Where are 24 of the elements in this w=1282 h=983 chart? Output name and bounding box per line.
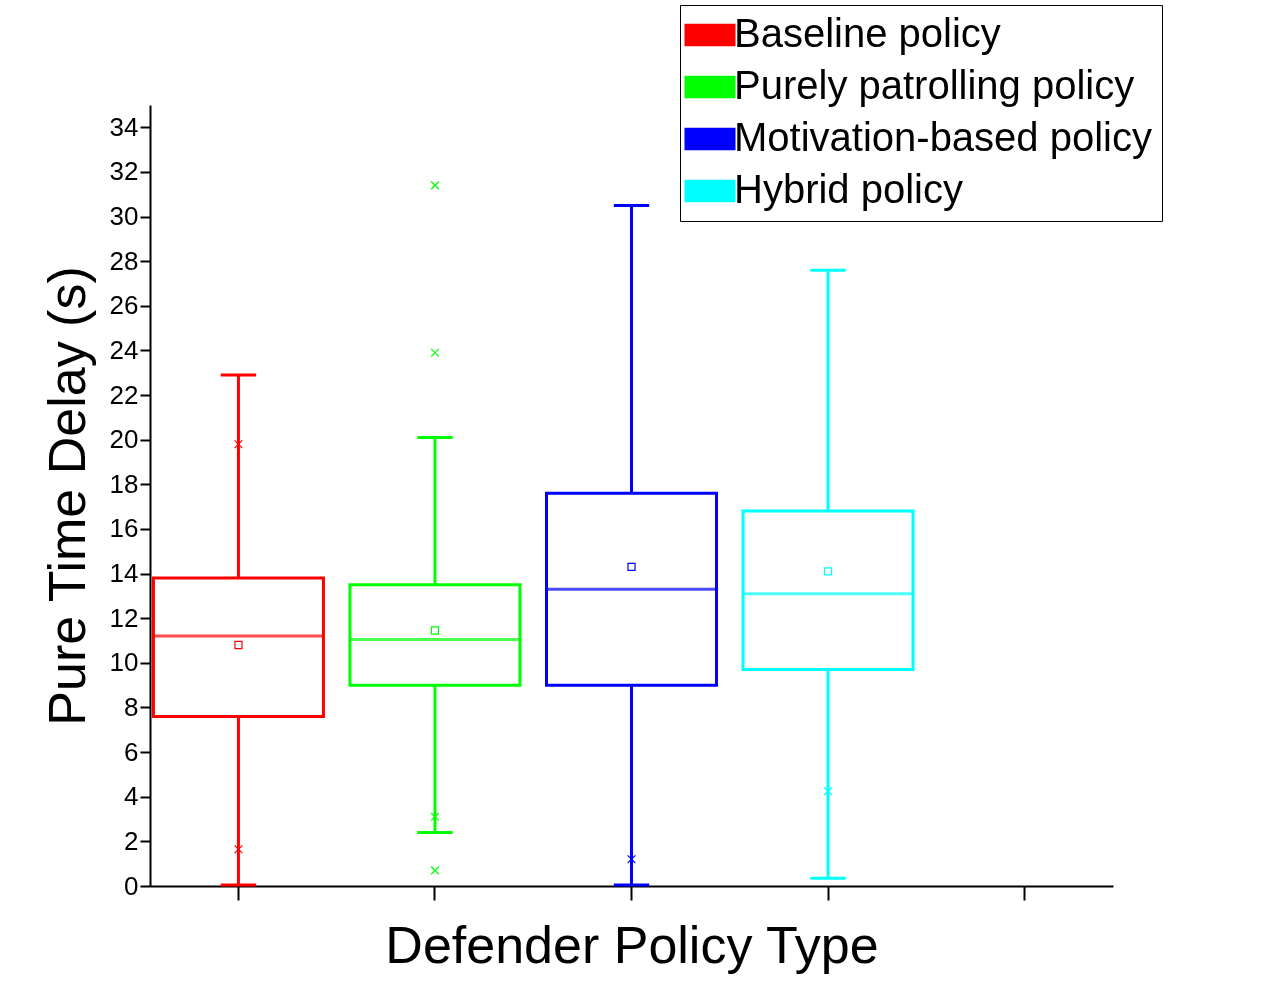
y-tick-label: 10 xyxy=(109,647,139,678)
y-tick-label: 18 xyxy=(109,468,139,499)
y-axis-title: Pure Time Delay (s) xyxy=(37,266,96,726)
y-tick-label: 8 xyxy=(124,691,139,722)
legend-label: Hybrid policy xyxy=(734,167,963,211)
y-tick-label: 16 xyxy=(109,513,139,544)
y-tick-label: 30 xyxy=(109,201,139,232)
x-axis-title: Defender Policy Type xyxy=(385,915,879,974)
y-tick-label: 24 xyxy=(109,334,139,365)
legend-label: Purely patrolling policy xyxy=(734,63,1135,107)
y-tick-label: 6 xyxy=(124,736,139,767)
y-tick-label: 4 xyxy=(124,781,139,812)
y-tick-label: 20 xyxy=(109,424,139,455)
y-tick-label: 32 xyxy=(109,156,139,187)
y-tick-label: 28 xyxy=(109,245,139,276)
y-tick-label: 34 xyxy=(109,111,139,142)
y-tick-label: 0 xyxy=(124,870,139,901)
y-tick-label: 2 xyxy=(124,825,139,856)
y-tick-label: 12 xyxy=(109,602,139,633)
y-tick-label: 26 xyxy=(109,290,139,321)
y-tick-label: 22 xyxy=(109,379,139,410)
legend-label: Baseline policy xyxy=(734,11,1001,55)
legend-label: Motivation-based policy xyxy=(734,115,1152,159)
y-tick-label: 14 xyxy=(109,558,139,589)
